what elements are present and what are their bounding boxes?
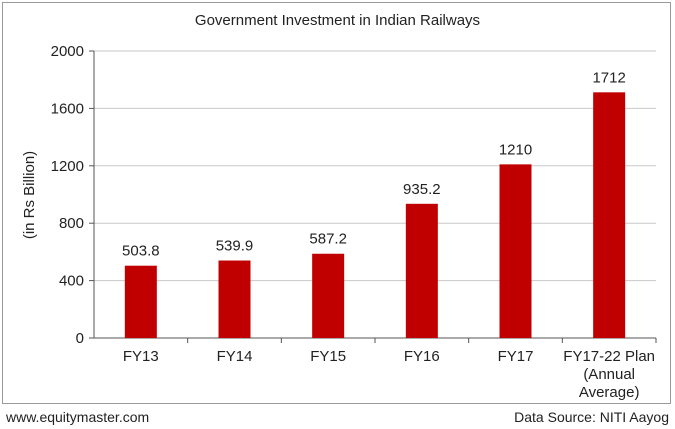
data-label: 503.8 [122, 243, 160, 260]
y-tick-label: 1600 [51, 100, 84, 117]
bar [405, 203, 438, 338]
bar [593, 92, 626, 338]
x-tick-label: FY13 [123, 348, 159, 365]
bar [124, 265, 157, 338]
x-tick-label-line: FY15 [310, 348, 346, 365]
x-tick-label: FY17 [498, 348, 534, 365]
x-tick-label: FY17-22 Plan (Annual Average) [563, 348, 655, 401]
y-tick-label: 400 [59, 273, 84, 290]
data-label: 935.2 [403, 181, 441, 198]
y-tick-label: 800 [59, 215, 84, 232]
x-tick-label-line: FY17-22 Plan [563, 348, 655, 365]
data-label: 539.9 [216, 238, 254, 255]
y-tick-label: 1200 [51, 158, 84, 175]
data-label: 1712 [592, 69, 625, 86]
data-label: 1210 [499, 141, 532, 158]
x-tick-label: FY14 [217, 348, 253, 365]
bar [312, 253, 345, 338]
x-tick-label: FY15 [310, 348, 346, 365]
x-tick-label-line: FY14 [217, 348, 253, 365]
x-tick-label-line: Average) [579, 384, 640, 401]
x-tick-label-line: FY17 [498, 348, 534, 365]
data-label: 587.2 [309, 231, 347, 248]
y-tick-label: 0 [76, 330, 84, 347]
bar [499, 164, 532, 338]
chart-title: Government Investment in Indian Railways [194, 12, 481, 29]
bar [218, 260, 251, 338]
x-tick-label: FY16 [404, 348, 440, 365]
x-tick-label-line: (Annual [583, 366, 635, 383]
website-credit: www.equitymaster.com [6, 409, 150, 425]
x-tick-label-line: FY13 [123, 348, 159, 365]
y-tick-label: 2000 [51, 43, 84, 60]
x-tick-label-line: FY16 [404, 348, 440, 365]
data-source: Data Source: NITI Aayog [514, 409, 669, 425]
y-axis-label: (in Rs Billion) [21, 151, 38, 239]
